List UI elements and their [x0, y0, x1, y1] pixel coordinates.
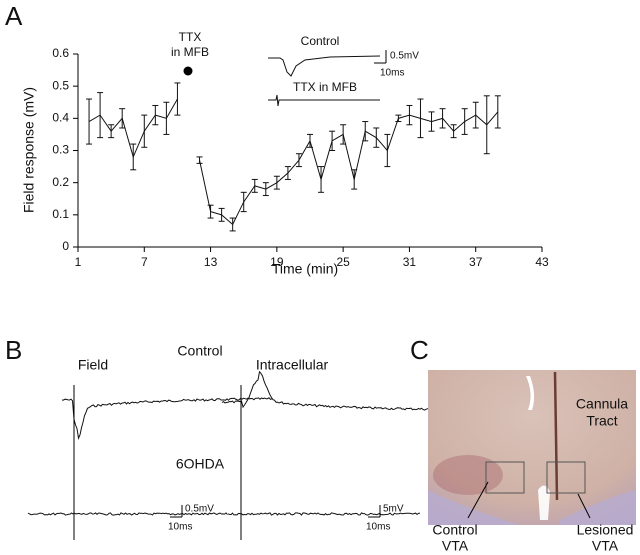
error-bar	[119, 108, 126, 129]
control-trace	[268, 55, 381, 77]
annotation: in MFB	[171, 45, 209, 59]
y-tick-label: 0.1	[52, 207, 69, 221]
error-bar	[351, 169, 358, 190]
trace-label: Control	[177, 343, 222, 359]
traces	[27, 370, 432, 540]
x-tick-label: 13	[204, 255, 218, 269]
roi-box	[546, 461, 586, 494]
error-bar	[97, 92, 104, 139]
tissue-edge	[560, 490, 636, 525]
image-label: VTA	[442, 538, 469, 554]
error-bar	[395, 114, 402, 123]
trace	[27, 512, 228, 516]
image-label: Lesioned	[577, 522, 634, 538]
error-bar	[141, 114, 148, 148]
error-bar	[251, 178, 258, 193]
ttx-trace	[268, 94, 380, 107]
error-bar	[472, 101, 479, 129]
annotation: TTX	[179, 30, 202, 44]
panel-label: B	[5, 335, 22, 365]
error-bar	[86, 98, 93, 145]
x-tick-label: 25	[336, 255, 350, 269]
panel-label: A	[5, 1, 23, 31]
y-tick-label: 0	[62, 239, 69, 253]
error-bar	[439, 108, 446, 129]
error-bar	[229, 217, 236, 232]
scale-label: 0.5mV	[185, 504, 214, 515]
y-tick-label: 0.3	[52, 143, 69, 157]
image-label: Tract	[586, 413, 617, 429]
y-tick-label: 0.2	[52, 175, 69, 189]
ttx-marker	[183, 66, 193, 76]
error-bar	[207, 204, 214, 219]
error-bar	[307, 133, 313, 148]
inset-label: Control	[301, 34, 340, 48]
error-bar	[174, 82, 181, 116]
arrow	[467, 481, 489, 519]
inset-label: TTX in MFB	[293, 80, 357, 94]
panel-label: C	[410, 335, 429, 365]
error-bar	[483, 95, 490, 155]
trace	[227, 512, 421, 516]
error-bar	[384, 133, 391, 168]
arrow	[577, 493, 591, 519]
image-label: VTA	[592, 538, 619, 554]
stain	[433, 455, 503, 495]
error-bar	[329, 130, 336, 151]
error-bar	[417, 98, 424, 139]
error-bar	[262, 182, 269, 197]
tissue-edge	[428, 490, 520, 525]
ventricle	[526, 376, 535, 410]
x-tick-label: 7	[141, 255, 148, 269]
error-bar	[284, 166, 291, 180]
error-bar	[318, 166, 325, 193]
trace-label: 6OHDA	[176, 456, 225, 472]
error-bar	[108, 124, 115, 139]
y-tick-label: 0.5	[52, 78, 69, 92]
trace	[61, 397, 273, 440]
error-bar	[428, 111, 435, 132]
x-tick-label: 1	[75, 255, 82, 269]
scale-label: 10ms	[366, 522, 390, 533]
error-bar	[406, 104, 413, 126]
image-label: Cannula	[576, 396, 628, 412]
midline	[538, 485, 550, 520]
error-bar	[362, 121, 369, 142]
error-bar	[196, 156, 203, 164]
y-tick-label: 0.6	[52, 46, 69, 60]
scale-label: 10ms	[168, 522, 192, 533]
error-bar	[450, 124, 457, 139]
error-bar	[273, 175, 280, 190]
x-tick-label: 31	[403, 255, 417, 269]
line	[199, 111, 499, 226]
error-bar	[373, 127, 380, 148]
error-bar	[240, 191, 247, 213]
x-tick-label: 43	[535, 255, 549, 269]
x-tick-label: 19	[270, 255, 284, 269]
error-bar	[461, 108, 468, 135]
trace	[221, 370, 432, 411]
error-bar	[130, 143, 137, 171]
scale-label: 5mV	[383, 504, 404, 515]
error-bar	[340, 124, 347, 145]
roi-box	[485, 461, 525, 494]
error-bar	[218, 207, 225, 222]
trace-label: Intracellular	[256, 357, 329, 373]
image-label: Control	[432, 522, 477, 538]
error-bar	[295, 153, 302, 168]
y-tick-label: 0.4	[52, 111, 69, 125]
x-axis-label: Time (min)	[272, 261, 338, 277]
cannula-tract	[553, 371, 559, 501]
scale-label: 10ms	[380, 68, 404, 79]
error-bar	[494, 95, 501, 129]
scale-label: 0.5mV	[390, 51, 419, 62]
trace-label: Field	[78, 357, 108, 373]
x-tick-label: 37	[469, 255, 483, 269]
error-bar	[163, 101, 170, 135]
y-axis-label: Field response (mV)	[21, 87, 37, 213]
error-bar	[152, 104, 159, 126]
